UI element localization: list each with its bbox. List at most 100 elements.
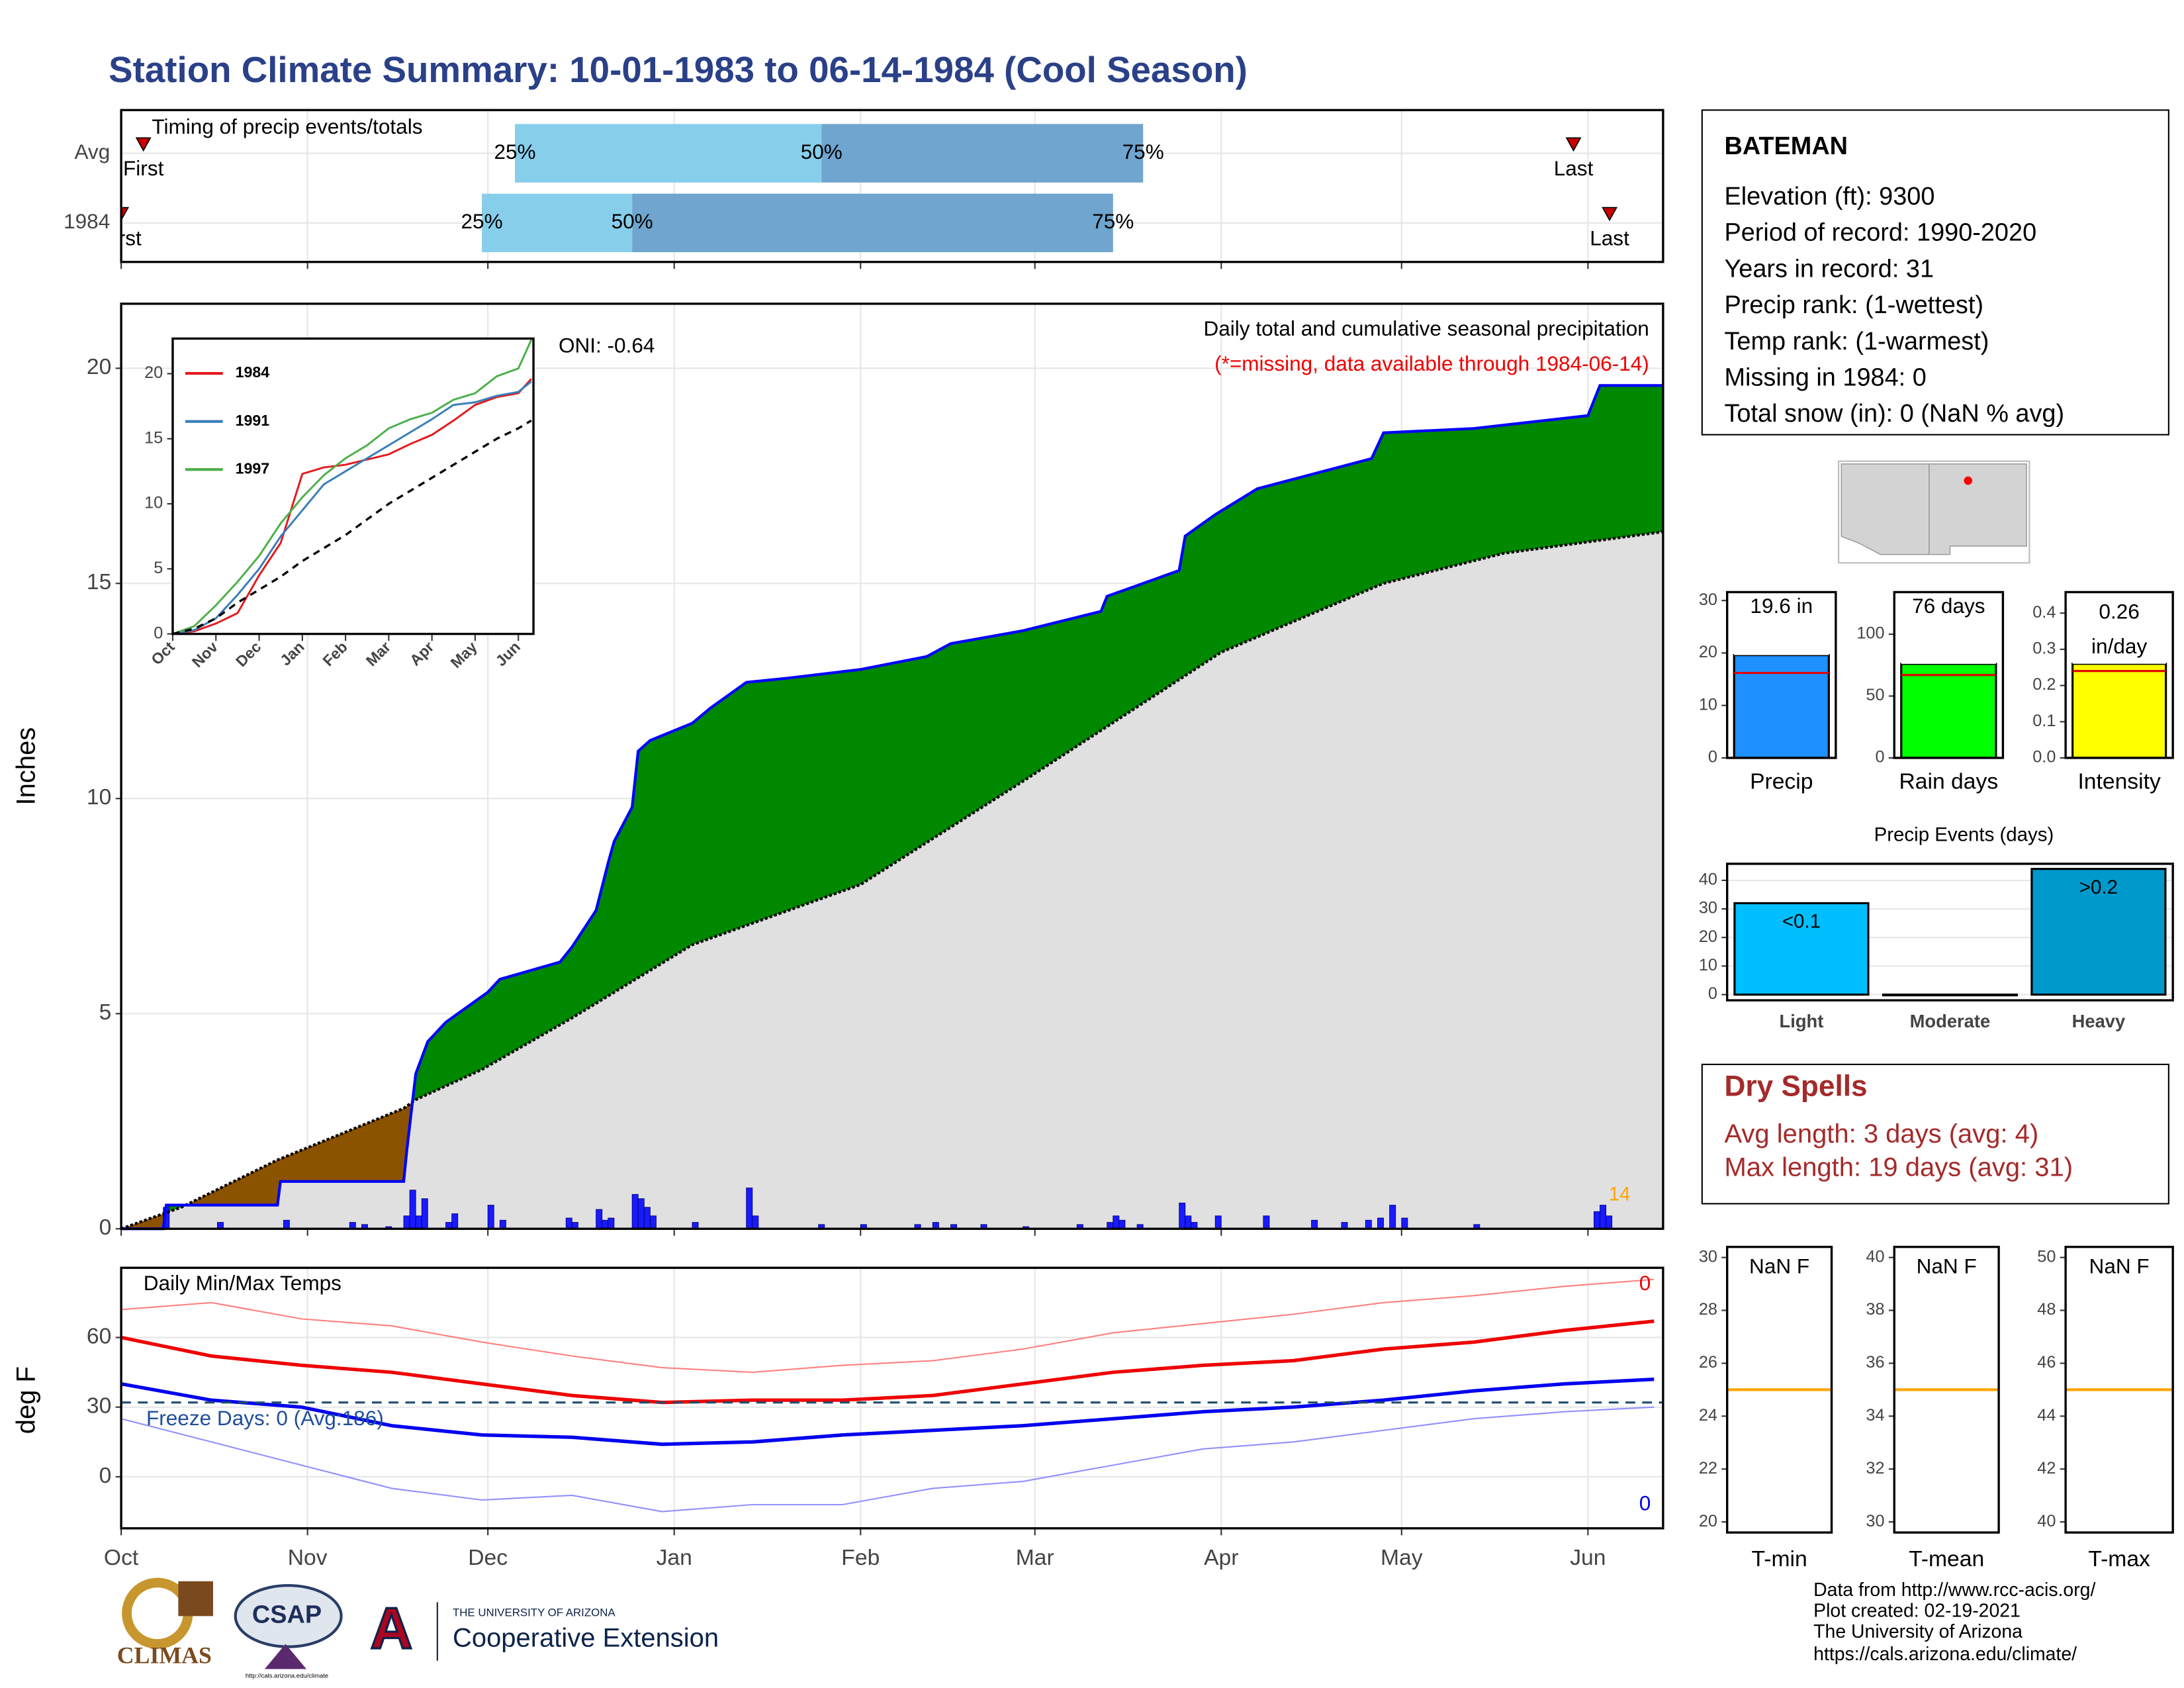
- y-tick-label: 5: [99, 1000, 112, 1025]
- plot-frame: [1893, 1245, 2000, 1534]
- event-bar: [1733, 902, 1870, 996]
- quartile-bar: [632, 193, 1113, 252]
- y-tick-label: 0: [99, 1464, 112, 1488]
- plot-frame: [1726, 863, 2174, 1002]
- quartile-label: 50%: [612, 209, 653, 233]
- y-tick-label: 0.4: [2032, 603, 2056, 622]
- y-tick-label: 22: [1699, 1459, 1717, 1477]
- x-tick-label: Jan: [657, 1546, 692, 1570]
- plot-background: [172, 338, 534, 634]
- series-line: [172, 381, 532, 634]
- climas-logo: CLIMAS: [117, 1642, 212, 1669]
- quartile-label: 25%: [494, 140, 535, 164]
- ua-mark: [359, 1602, 424, 1658]
- y-tick-label: 0: [154, 624, 163, 642]
- station-line: Years in record: 31: [1724, 255, 1934, 283]
- quartile-label: 75%: [1122, 140, 1164, 164]
- station-line: Temp rank: (1-warmest): [1724, 328, 1989, 355]
- bar-label: <0.1: [1782, 911, 1821, 933]
- plot-frame: [1893, 590, 2005, 759]
- daily-precip-bar: [1401, 1217, 1408, 1229]
- daily-precip-bar: [1214, 1215, 1222, 1229]
- daily-precip-bar: [752, 1215, 759, 1229]
- x-axis-label: Rain days: [1899, 770, 1998, 794]
- normal-line: [120, 530, 1664, 1231]
- y-tick-label: 30: [1866, 1512, 1884, 1530]
- daily-precip-bar: [631, 1194, 639, 1229]
- quartile-label: 75%: [1092, 209, 1134, 233]
- y-tick-label: 26: [1699, 1353, 1717, 1372]
- dry-spells-line: Avg length: 3 days (avg: 4): [1724, 1119, 2038, 1149]
- y-tick-label: 20: [1699, 1512, 1717, 1530]
- y-tick-label: 0.0: [2032, 748, 2056, 767]
- x-tick-label: Oct: [104, 1546, 139, 1570]
- y-tick-label: 10: [1699, 956, 1717, 974]
- daily-precip-bar: [415, 1215, 422, 1229]
- event-bar: [2030, 868, 2167, 996]
- row-label: Avg: [74, 140, 110, 164]
- event-label: Last: [1590, 226, 1629, 250]
- event-label: Last: [1554, 156, 1594, 180]
- station-line: Elevation (ft): 9300: [1724, 183, 1934, 211]
- y-tick-label: 0.3: [2032, 639, 2056, 658]
- quartile-label: 25%: [461, 209, 503, 233]
- plot-frame: [171, 337, 535, 635]
- value-label-box: [1734, 592, 1829, 655]
- x-tick-label: Mar: [1016, 1546, 1054, 1570]
- value-label: in/day: [2091, 634, 2147, 658]
- csap-cloud: [234, 1583, 343, 1648]
- y-tick-label: 15: [144, 428, 163, 447]
- legend-label: 1991: [236, 412, 270, 429]
- y-tick-label: 0: [1708, 748, 1717, 767]
- panel-title: Precip Events (days): [1874, 824, 2054, 846]
- daily-precip-bar: [1606, 1215, 1613, 1229]
- value-label: NaN F: [2089, 1254, 2150, 1278]
- annotation: ONI: -0.64: [559, 333, 655, 357]
- map-state: [1841, 463, 1930, 555]
- y-tick-label: 50: [2037, 1247, 2056, 1266]
- y-tick-label: 0: [99, 1215, 112, 1240]
- temp-line: [120, 1377, 1655, 1446]
- annotation: Daily total and cumulative seasonal prec…: [1203, 316, 1649, 340]
- x-tick-label: Apr: [1204, 1546, 1238, 1570]
- daily-precip-bar: [1365, 1219, 1372, 1229]
- daily-precip-bar: [1185, 1215, 1192, 1229]
- row-label: 1984: [64, 209, 110, 233]
- daily-precip-bar: [608, 1217, 615, 1229]
- y-tick-label: 24: [1699, 1406, 1717, 1425]
- y-tick-label: 10: [1699, 695, 1717, 714]
- dry-spells-line: Max length: 19 days (avg: 31): [1724, 1152, 2073, 1182]
- x-tick-label: Jun: [1570, 1546, 1606, 1570]
- y-tick-label: 5: [154, 559, 163, 577]
- map-state: [1929, 463, 2027, 555]
- y-tick-label: 28: [1699, 1300, 1717, 1319]
- ua-name: THE UNIVERSITY OF ARIZONA: [453, 1607, 615, 1619]
- quartile-label: 50%: [801, 140, 842, 164]
- extension-name: Cooperative Extension: [453, 1624, 719, 1653]
- daily-precip-bar: [1179, 1202, 1186, 1229]
- daily-precip-bar: [746, 1188, 753, 1229]
- y-tick-label: 10: [144, 494, 163, 512]
- y-tick-label: 30: [1699, 1247, 1717, 1266]
- annotation: 14: [1609, 1184, 1631, 1205]
- y-tick-label: 30: [1699, 899, 1717, 917]
- daily-precip-bar: [499, 1219, 506, 1229]
- dry-spells-title: Dry Spells: [1724, 1070, 1867, 1102]
- y-tick-label: 20: [1699, 927, 1717, 946]
- y-tick-label: 44: [2037, 1406, 2056, 1425]
- daily-precip-bar: [565, 1217, 572, 1229]
- value-label: NaN F: [1749, 1254, 1809, 1278]
- total-bar: [1733, 654, 1830, 759]
- y-tick-label: 20: [144, 363, 163, 382]
- station-name: BATEMAN: [1724, 132, 1848, 160]
- y-tick-label: 50: [1866, 686, 1884, 704]
- x-tick-label: Heavy: [2072, 1011, 2126, 1031]
- series-line: [172, 378, 532, 634]
- value-label: 19.6 in: [1750, 594, 1813, 618]
- station-dot: [1964, 476, 1973, 485]
- station-line: Period of record: 1990-2020: [1724, 219, 2036, 247]
- station-line: Missing in 1984: 0: [1724, 363, 1926, 391]
- daily-precip-bar: [451, 1213, 459, 1229]
- event-marker: [1565, 137, 1582, 152]
